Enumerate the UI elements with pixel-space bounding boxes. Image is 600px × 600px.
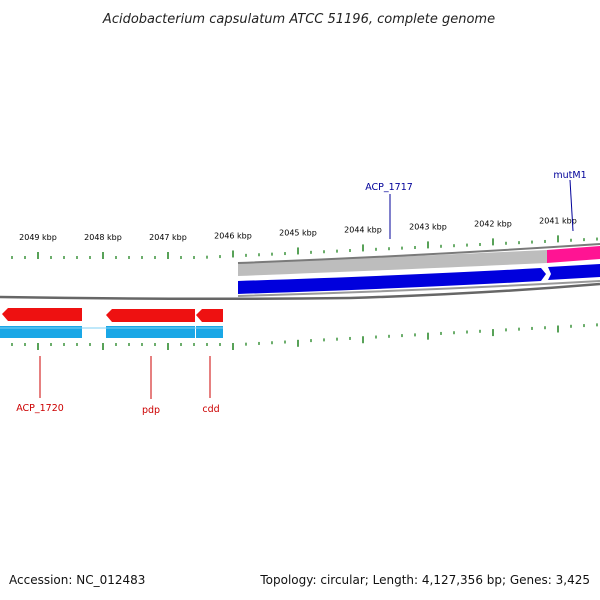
scale-tick-label: 2044 kbp <box>344 225 382 234</box>
scale-tick-label: 2046 kbp <box>214 231 252 240</box>
gene-label-acp-1717: ACP_1717 <box>365 182 413 193</box>
map-title: Acidobacterium capsulatum ATCC 51196, co… <box>102 12 495 27</box>
special-gene-bar-magenta <box>547 246 600 263</box>
accession-text: Accession: NC_012483 <box>9 573 146 587</box>
forward-gene-arrow-blue <box>238 268 546 294</box>
reverse-gene-arrow-acp-1720 <box>2 308 82 321</box>
reverse-gene-arrow-cdd <box>196 309 223 322</box>
label-leader-mutm1 <box>569 179 574 232</box>
reverse-gene-bar-cdd <box>196 326 223 338</box>
scale-tick-label: 2049 kbp <box>19 233 57 242</box>
scale-tick-label: 2043 kbp <box>409 222 447 231</box>
reverse-gene-arrow-pdp <box>106 309 195 322</box>
scale-tick-label: 2047 kbp <box>149 233 187 242</box>
scale-tick-label: 2048 kbp <box>84 233 122 242</box>
forward-gene-bar-gray-dark-edge <box>237 243 600 264</box>
scale-tick-label: 2042 kbp <box>474 219 512 228</box>
gene-label-mutm1: mutM1 <box>553 170 586 181</box>
reverse-gene-bar-acp-1720 <box>0 326 82 338</box>
genome-summary-text: Topology: circular; Length: 4,127,356 bp… <box>260 573 590 587</box>
reverse-gene-bar-pdp <box>106 326 195 338</box>
gene-label-cdd: cdd <box>202 404 219 415</box>
genome-backbone-lower <box>237 280 600 297</box>
gene-label-pdp: pdp <box>142 405 160 416</box>
gene-label-acp-1720: ACP_1720 <box>16 403 64 414</box>
top-scale-ticks <box>11 235 598 259</box>
forward-gene-arrow-blue-2 <box>548 264 600 280</box>
top-scale-labels: 2049 kbp 2048 kbp 2047 kbp 2046 kbp 2045 kbp… <box>19 216 577 242</box>
scale-tick-label: 2041 kbp <box>539 216 577 225</box>
genome-backbone-upper <box>0 282 600 301</box>
scale-tick-label: 2045 kbp <box>279 228 317 237</box>
forward-gene-bar-gray <box>238 250 547 276</box>
bottom-scale-ticks <box>11 323 598 350</box>
